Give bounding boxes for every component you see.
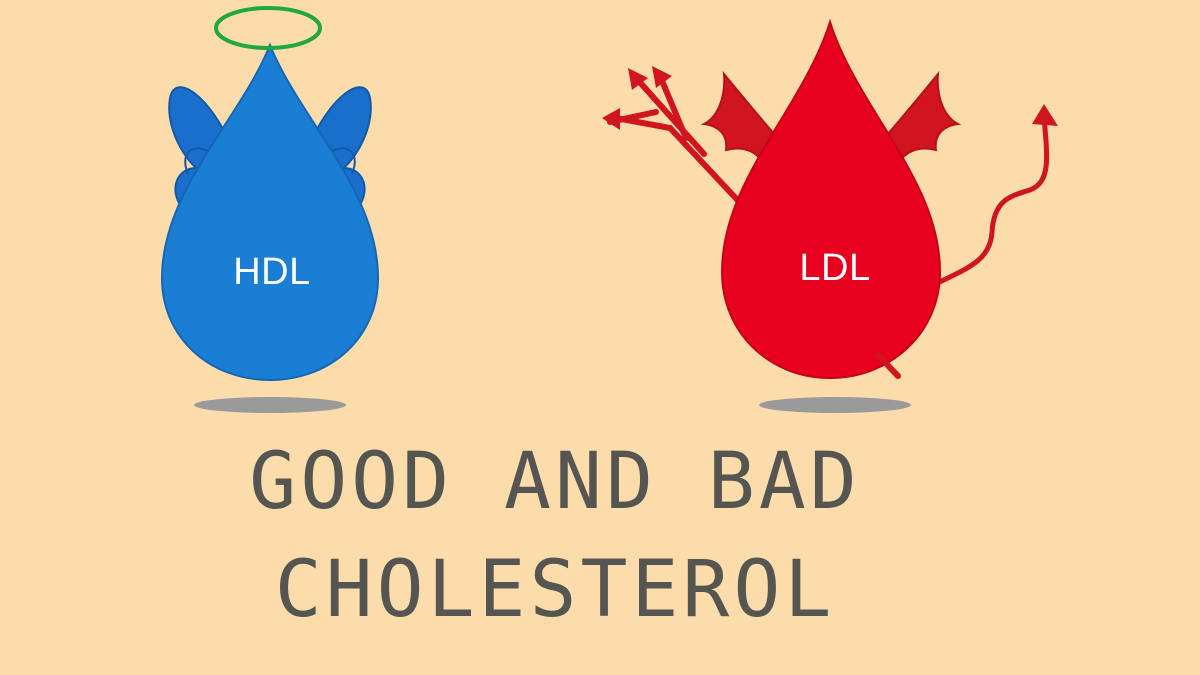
ldl-label: LDL xyxy=(799,247,870,289)
headline-line-2: CHOLESTEROL xyxy=(274,545,836,635)
devil-drop-icon: LDL xyxy=(602,18,1058,380)
pitchfork-handle-icon xyxy=(875,352,901,379)
ldl-shadow xyxy=(759,397,911,413)
hdl-label: HDL xyxy=(233,251,311,293)
ldl-drop-body xyxy=(720,18,942,380)
hdl-drop-body xyxy=(160,42,380,382)
pitchfork-tips-icon xyxy=(602,66,672,130)
halo-icon xyxy=(214,6,322,50)
headline-line-1: GOOD AND BAD xyxy=(249,437,861,527)
hdl-shadow xyxy=(194,397,346,413)
angel-drop-icon: HDL xyxy=(160,6,380,382)
devil-tail-icon xyxy=(917,104,1058,295)
